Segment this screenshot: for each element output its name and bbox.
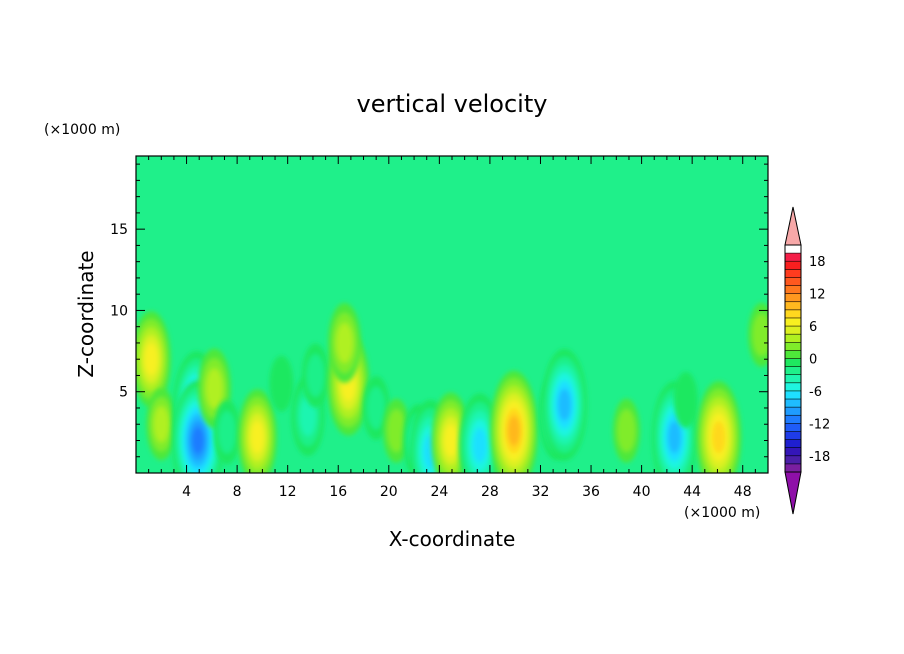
velocity-contour: [192, 427, 204, 454]
colorbar-swatch: [785, 317, 801, 327]
x-tick-label: 20: [380, 484, 398, 500]
y-axis-label: Z-coordinate: [74, 250, 98, 377]
velocity-cell-25: [748, 302, 768, 367]
velocity-contour: [367, 386, 386, 430]
velocity-contour: [218, 411, 237, 454]
velocity-cell-11: [328, 302, 362, 383]
velocity-cell-21: [612, 398, 640, 463]
velocity-cell-6: [237, 389, 277, 473]
velocity-contour: [617, 409, 636, 453]
colorbar-swatch: [785, 293, 801, 303]
velocity-cell-20: [541, 348, 587, 461]
y-unit-label: (×1000 m): [44, 122, 120, 138]
colorbar-swatch: [785, 285, 801, 295]
colorbar-swatch: [785, 374, 801, 384]
velocity-cell-5: [213, 400, 241, 465]
x-tick-label: 32: [532, 484, 550, 500]
colorbar-swatch: [785, 382, 801, 392]
velocity-contour: [472, 428, 487, 463]
colorbar-swatch: [785, 342, 801, 351]
velocity-cell-18: [489, 370, 538, 473]
velocity-contour: [144, 343, 158, 376]
colorbar-swatch: [785, 350, 801, 359]
colorbar-swatch: [785, 447, 801, 457]
colorbar-swatch: [785, 463, 801, 473]
velocity-cell-17: [458, 393, 501, 473]
colorbar-swatch: [785, 423, 801, 432]
velocity-cell-0: [136, 311, 171, 408]
x-axis-label: X-coordinate: [389, 527, 516, 551]
x-tick-label: 24: [430, 484, 448, 500]
velocity-contour: [153, 406, 169, 443]
x-tick-label: 12: [279, 484, 297, 500]
colorbar-tick-label: 6: [809, 320, 817, 335]
colorbar-swatch: [785, 277, 801, 286]
x-tick-label: 28: [481, 484, 499, 500]
velocity-cell-23: [673, 371, 698, 428]
y-tick-label: 15: [110, 222, 128, 238]
velocity-contour: [336, 322, 353, 363]
velocity-field: [136, 302, 768, 473]
y-axis: 5 10 15: [110, 163, 768, 458]
x-tick-label: 36: [582, 484, 600, 500]
velocity-contour: [712, 421, 726, 454]
y-tick-label: 5: [119, 385, 128, 401]
velocity-cell-9: [301, 343, 329, 408]
colorbar-swatch: [785, 358, 801, 368]
x-tick-label: 40: [633, 484, 651, 500]
colorbar-swatch: [785, 334, 801, 343]
colorbar-swatch: [785, 326, 801, 335]
velocity-cell-1: [146, 388, 177, 461]
colorbar-tick-label: 18: [809, 255, 826, 270]
colorbar-swatch: [785, 455, 801, 465]
colorbar-swatch: [785, 301, 801, 311]
colorbar: 18 12 6 0 -6 -12 -18: [784, 206, 830, 515]
colorbar-swatch: [785, 366, 801, 376]
colorbar-swatch: [785, 390, 801, 400]
velocity-contour: [387, 409, 406, 453]
colorbar-tick-label: 0: [809, 353, 817, 368]
colorbar-swatch: [785, 431, 801, 440]
colorbar-tick-label: 12: [809, 288, 826, 303]
velocity-contour: [269, 355, 294, 412]
velocity-cell-24: [696, 381, 742, 473]
colorbar-swatch: [785, 439, 801, 449]
colorbar-swatch: [785, 269, 801, 278]
x-tick-label: 8: [233, 484, 242, 500]
y-tick-label: 10: [110, 303, 128, 319]
velocity-contour: [306, 354, 325, 397]
velocity-contour: [668, 421, 681, 454]
colorbar-swatch: [785, 407, 801, 416]
colorbar-high-extend: [784, 206, 802, 246]
x-tick-label: 44: [683, 484, 701, 500]
colorbar-tick-label: -12: [809, 417, 830, 432]
colorbar-tick-label: -6: [809, 385, 822, 400]
velocity-contour: [752, 313, 768, 357]
chart-title: vertical velocity: [357, 90, 548, 118]
velocity-contour: [444, 424, 458, 457]
x-axis: 4 8 12 16 20 24 28 32 36 40 44 48: [148, 156, 756, 500]
velocity-contour: [250, 421, 264, 454]
velocity-contour: [206, 368, 223, 409]
x-unit-label: (×1000 m): [684, 505, 760, 521]
velocity-cell-12: [362, 375, 390, 440]
colorbar-swatch: [785, 399, 801, 408]
colorbar-low-extend: [784, 471, 802, 515]
colorbar-swatch: [785, 309, 801, 319]
velocity-cell-7: [269, 355, 294, 412]
velocity-contour: [507, 415, 520, 446]
x-tick-label: 16: [329, 484, 347, 500]
colorbar-swatch: [785, 415, 801, 424]
colorbar-tick-label: -18: [809, 450, 830, 465]
velocity-contour: [673, 371, 698, 428]
colorbar-swatch: [785, 261, 801, 270]
plot-area: [135, 155, 769, 474]
colorbar-swatch: [785, 253, 801, 262]
velocity-contour: [558, 388, 571, 421]
x-tick-label: 4: [182, 484, 191, 500]
x-tick-label: 48: [734, 484, 752, 500]
